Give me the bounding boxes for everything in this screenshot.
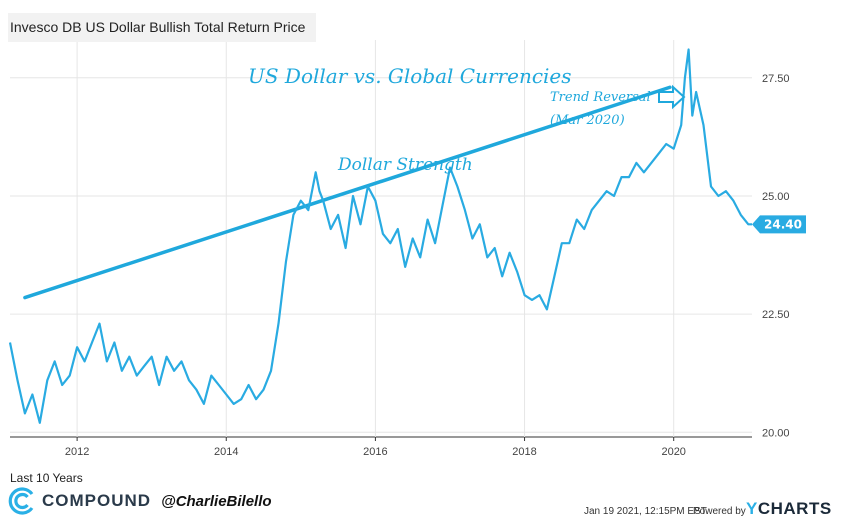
ycharts-logo: YCHARTS	[746, 499, 832, 519]
y-tick-label: 27.50	[762, 73, 790, 85]
period-label: Last 10 Years	[10, 471, 83, 485]
series-line	[8, 48, 752, 424]
y-tick-label: 20.00	[762, 427, 790, 439]
ycharts-logo-rest: CHARTS	[757, 499, 832, 518]
compound-logo-icon	[8, 487, 34, 515]
brand-handle: @CharlieBilello	[161, 492, 272, 510]
x-tick-label: 2020	[661, 446, 685, 458]
x-tick-label: 2012	[65, 446, 89, 458]
brand-name: COMPOUND	[42, 491, 152, 510]
x-tick-label: 2016	[363, 446, 387, 458]
grid-lines	[10, 40, 752, 438]
ycharts-logo-y: Y	[746, 499, 758, 518]
x-tick-label: 2014	[214, 446, 238, 458]
last-value-text: 24.40	[764, 217, 802, 231]
title-box	[8, 13, 316, 42]
x-tick-label: 2018	[512, 446, 536, 458]
y-tick-label: 25.00	[762, 191, 790, 203]
y-axis-ticks: 20.00 22.50 25.00 27.50	[762, 73, 790, 439]
annotation-reversal-line2: (Mar 2020)	[550, 113, 625, 128]
y-tick-label: 22.50	[762, 309, 790, 321]
footer-timestamp: Jan 19 2021, 12:15PM EST.	[584, 506, 709, 517]
x-axis-ticks: 2012 2014 2016 2018 2020	[65, 437, 686, 458]
last-value-label: 24.40	[752, 215, 806, 234]
annotation-reversal-line1: Trend Reversal	[550, 90, 651, 105]
chart-title: Invesco DB US Dollar Bullish Total Retur…	[10, 19, 306, 35]
footer-powered-by: Powered by	[693, 506, 746, 517]
trend-line	[23, 85, 672, 300]
reversal-arrow-icon	[658, 84, 686, 110]
annotation-headline: US Dollar vs. Global Currencies	[248, 64, 572, 88]
annotation-strength: Dollar Strength	[337, 155, 473, 175]
brand: COMPOUND @CharlieBilello	[8, 486, 272, 516]
